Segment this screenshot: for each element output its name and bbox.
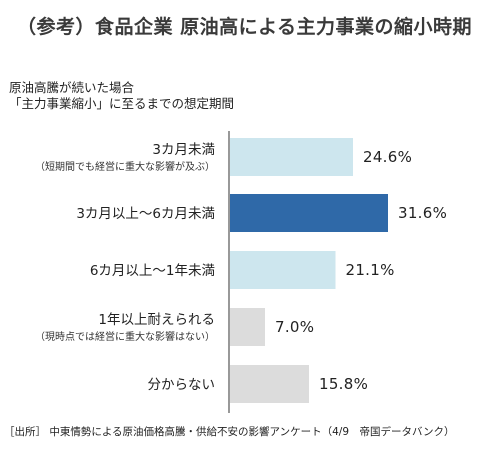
category-label: 1年以上耐えられる bbox=[98, 312, 215, 328]
category-label: 6カ月以上～1年未満 bbox=[90, 263, 215, 279]
source-note: ［出所］ 中東情勢による原油価格高騰・供給不安の影響アンケート（4/9 帝国デー… bbox=[4, 426, 455, 438]
bar bbox=[230, 138, 353, 176]
bar bbox=[230, 365, 309, 403]
category-label: 分からない bbox=[148, 377, 216, 393]
bar bbox=[230, 251, 336, 289]
value-label: 15.8% bbox=[319, 375, 368, 393]
value-label: 21.1% bbox=[346, 261, 395, 279]
value-label: 31.6% bbox=[398, 204, 447, 222]
value-label: 7.0% bbox=[275, 318, 314, 336]
category-label: 3カ月以上～6カ月未満 bbox=[76, 206, 215, 222]
chart-title: （参考）食品企業 原油高による主力事業の縮小時期 bbox=[16, 16, 473, 38]
question-line-2: 「主力事業縮小」に至るまでの想定期間 bbox=[9, 96, 235, 111]
question-text: 原油高騰が続いた場合 「主力事業縮小」に至るまでの想定期間 bbox=[9, 80, 234, 112]
category-label: 3カ月未満 bbox=[152, 142, 215, 158]
question-line-1: 原油高騰が続いた場合 bbox=[9, 80, 135, 95]
bar bbox=[230, 194, 388, 232]
value-label: 24.6% bbox=[363, 148, 412, 166]
category-sublabel: （短期間でも経営に重大な影響が及ぶ） bbox=[35, 160, 215, 173]
category-sublabel: （現時点では経営に重大な影響はない） bbox=[35, 330, 215, 343]
bar bbox=[230, 308, 265, 346]
